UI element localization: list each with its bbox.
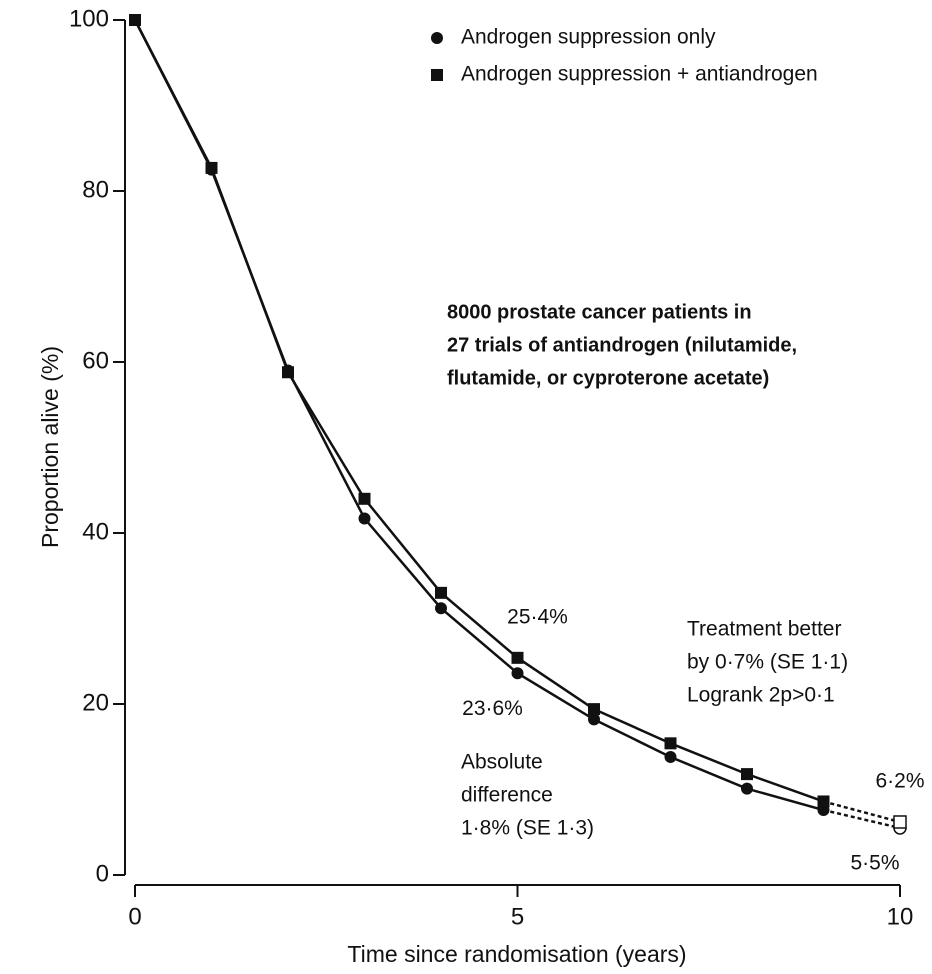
marker [741,782,753,795]
marker [664,751,677,764]
series-line-dashed [823,800,901,824]
legend-marker [431,69,443,81]
legend-label: Androgen suppression + antiandrogen [461,63,818,86]
x-tick-label: 0 [128,903,141,930]
annotation: Logrank 2p>0·1 [687,684,835,707]
y-tick-label: 20 [82,689,109,716]
marker [282,366,294,379]
marker [435,602,447,615]
marker [435,586,447,599]
marker [893,815,907,829]
y-tick-label: 100 [69,5,109,32]
marker [358,492,371,505]
marker [129,14,141,26]
value-label: 6·2% [875,770,924,793]
marker [588,713,600,726]
value-label: 25·4% [507,605,568,628]
value-label: 5·5% [850,852,899,875]
series-line [133,19,824,803]
marker [358,512,371,525]
series-line-dashed [823,808,901,830]
marker [741,768,753,781]
marker [817,795,830,808]
legend-marker [431,32,443,44]
marker [511,667,524,680]
y-tick-label: 60 [82,347,109,374]
marker [588,703,600,716]
annotation: 1·8% (SE 1·3) [461,817,594,840]
annotation: Treatment better [687,618,841,641]
legend-label: Androgen suppression only [461,26,716,49]
y-tick-label: 40 [82,518,109,545]
x-tick-label: 10 [887,903,914,930]
value-label: 23·6% [462,697,523,720]
x-axis-title: Time since randomisation (years) [347,941,686,967]
annotation: 8000 prostate cancer patients in [447,301,752,323]
marker [664,737,677,750]
y-axis-title: Proportion alive (%) [37,346,63,548]
y-tick-label: 0 [96,860,109,887]
x-tick-label: 5 [511,903,524,930]
annotation: by 0·7% (SE 1·1) [687,651,848,674]
marker [205,161,218,174]
marker [511,651,524,664]
annotation: 27 trials of antiandrogen (nilutamide, [447,334,797,356]
annotation: Absolute [461,751,543,774]
annotation: flutamide, or cyproterone acetate) [447,367,769,389]
y-tick-label: 80 [82,176,109,203]
annotation: difference [461,784,553,807]
